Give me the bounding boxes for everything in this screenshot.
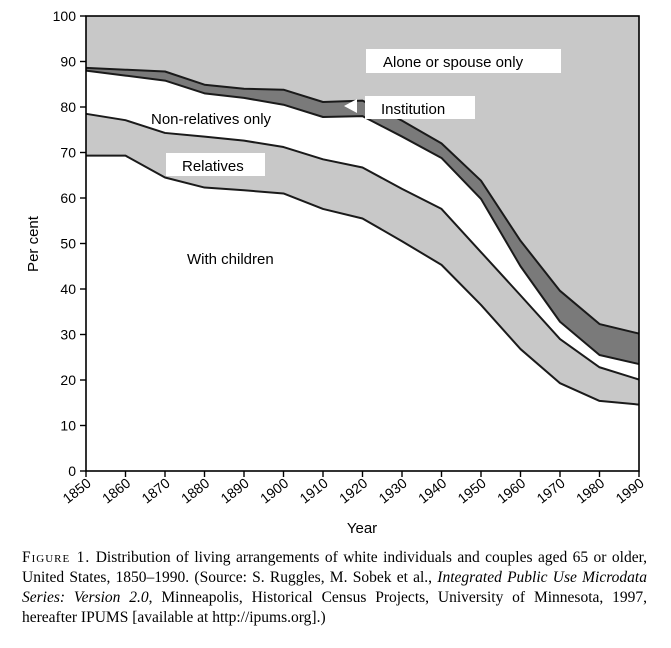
- figure-caption: Figure 1. Distribution of living arrange…: [22, 548, 647, 628]
- y-tick-label: 100: [53, 8, 77, 24]
- boundary-lines: [85, 66, 640, 406]
- y-tick-label: 20: [60, 372, 76, 388]
- x-axis-title: Year: [347, 520, 377, 537]
- y-tick-label: 80: [60, 99, 76, 115]
- series-label-box-alone: [366, 49, 561, 73]
- y-tick-label: 10: [60, 418, 76, 434]
- x-tick-label: 1970: [533, 475, 568, 507]
- x-tick-label: 1890: [217, 475, 252, 507]
- area-alone-or-spouse-only: [86, 16, 639, 334]
- x-tick-label: 1850: [59, 475, 94, 507]
- y-tick-label: 70: [60, 145, 76, 161]
- x-tick-label: 1900: [257, 475, 292, 507]
- x-tick-label: 1980: [573, 475, 608, 507]
- y-tick-label: 40: [60, 281, 76, 297]
- x-axis-ticks: 1850 1860 1870 1880 1890 1900 1910 1920 1930 1940…: [59, 471, 647, 507]
- x-tick-label: 1870: [138, 475, 173, 507]
- area-with-children: [86, 155, 639, 471]
- series-label-alone: Alone or spouse only: [383, 54, 524, 71]
- series-label-relatives: Relatives: [182, 158, 244, 175]
- y-axis-title: Per cent: [25, 215, 42, 272]
- living-arrangements-chart: Alone or spouse only Institution Non-rel…: [25, 8, 647, 537]
- x-tick-label: 1940: [415, 475, 450, 507]
- x-tick-label: 1960: [494, 475, 529, 507]
- x-tick-label: 1950: [454, 475, 489, 507]
- area-layers: [86, 16, 639, 471]
- y-tick-label: 30: [60, 327, 76, 343]
- boundary-line-with-children: [86, 154, 640, 406]
- caption-source-title: Integrated Public Use Microdata Series: …: [22, 569, 647, 606]
- x-tick-label: 1880: [178, 475, 213, 507]
- boundary-line-non-relatives-only: [85, 69, 640, 366]
- x-tick-label: 1990: [612, 475, 647, 507]
- boundary-line-relatives: [85, 112, 640, 381]
- x-tick-label: 1910: [296, 475, 331, 507]
- series-label-box-relatives: [166, 153, 265, 176]
- y-tick-label: 0: [68, 463, 76, 479]
- series-label-with-children: With children: [187, 251, 274, 268]
- area-relatives: [86, 113, 639, 405]
- caption-lead: Figure 1.: [22, 549, 91, 566]
- institution-pointer-arrow: [344, 99, 357, 113]
- series-label-non-relatives: Non-relatives only: [151, 111, 272, 128]
- y-tick-label: 90: [60, 54, 76, 70]
- y-axis-ticks: 0 10 20 30 40 50 60 70 80 90 100: [53, 8, 86, 479]
- y-tick-label: 50: [60, 236, 76, 252]
- series-label-box-institution: [365, 96, 475, 119]
- y-tick-label: 60: [60, 190, 76, 206]
- area-non-relatives-only: [86, 70, 639, 380]
- x-tick-label: 1860: [99, 475, 134, 507]
- caption-text-1: Distribution of living arrangements of w…: [22, 549, 647, 586]
- boundary-line-institution: [85, 66, 640, 335]
- series-label-institution: Institution: [381, 101, 445, 118]
- x-tick-label: 1920: [336, 475, 371, 507]
- area-institution: [86, 67, 639, 365]
- x-tick-label: 1930: [375, 475, 410, 507]
- caption-text-2: , Minneapolis, Historical Census Project…: [22, 589, 647, 626]
